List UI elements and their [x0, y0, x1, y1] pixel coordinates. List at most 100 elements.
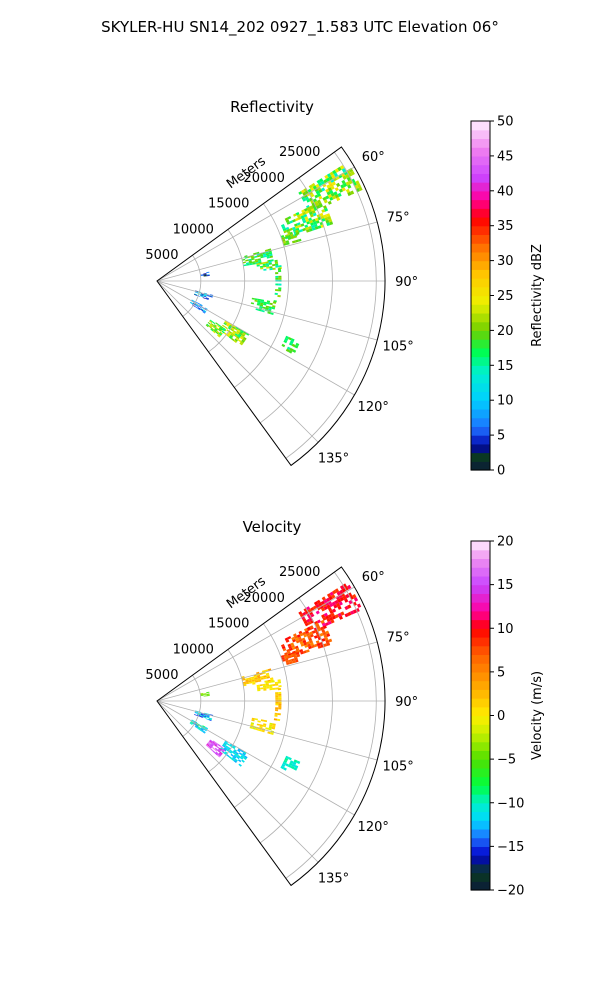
echo-cell — [295, 231, 300, 236]
range-ring — [182, 254, 202, 317]
echo-cell — [340, 592, 346, 597]
echo-cell — [303, 642, 308, 646]
echo-cell — [269, 688, 273, 691]
echo-cell — [339, 596, 345, 602]
echo-cell — [243, 331, 247, 335]
colorbar-tick-label: 25 — [497, 289, 514, 304]
echo-cell — [307, 621, 312, 625]
echo-cell — [269, 255, 273, 258]
echo-cell — [269, 302, 273, 306]
echo-cell — [275, 263, 279, 266]
echo-cell — [240, 755, 245, 759]
echo-cell — [339, 589, 344, 594]
echo-cell — [290, 233, 294, 237]
echo-cell — [243, 684, 247, 687]
echo-cell — [297, 636, 302, 640]
echo-cell — [202, 731, 206, 734]
echo-cell — [217, 334, 221, 338]
echo-cell — [347, 592, 353, 597]
echo-cell — [226, 743, 230, 746]
echo-cell — [214, 327, 218, 331]
azimuth-gridline — [156, 280, 355, 396]
echo-cell — [347, 611, 352, 617]
echo-cell — [320, 626, 325, 631]
colorbar-segment — [471, 541, 490, 551]
echo-cell — [194, 293, 198, 296]
echo-cell — [272, 725, 276, 728]
echo-cell — [339, 165, 345, 170]
echo-cell — [200, 294, 204, 297]
echo-cell — [300, 651, 304, 655]
echo-cell — [308, 637, 312, 642]
echo-cell — [208, 745, 212, 749]
echo-cell — [206, 695, 210, 697]
echo-cell — [282, 659, 286, 662]
colorbar-segment — [471, 417, 490, 427]
echo-cell — [284, 757, 289, 762]
echo-cell — [309, 219, 313, 224]
range-ring — [208, 229, 246, 353]
colorbar-segment — [471, 234, 490, 244]
echo-cell — [238, 763, 242, 767]
echo-cell — [306, 206, 311, 211]
range-ring — [182, 674, 202, 737]
echo-cell — [327, 200, 332, 205]
colorbar-label: Velocity (m/s) — [530, 671, 545, 760]
echo-cell — [248, 261, 253, 264]
echo-cell — [275, 709, 279, 712]
echo-cell — [306, 229, 310, 233]
echo-cell — [286, 228, 290, 233]
colorbar-segment — [471, 549, 490, 560]
echo-cell — [287, 237, 292, 241]
echo-cell — [342, 595, 347, 600]
echo-cell — [199, 724, 203, 727]
echo-cell — [285, 348, 290, 353]
echo-cell — [254, 258, 258, 262]
echo-cell — [237, 748, 242, 751]
colorbar-segment — [471, 732, 490, 743]
echo-cell — [278, 287, 282, 290]
panel-title: Reflectivity — [230, 98, 314, 116]
echo-cell — [265, 307, 269, 310]
echo-cell — [278, 289, 282, 292]
echo-cell — [255, 728, 259, 731]
echo-cell — [260, 675, 264, 679]
echo-cell — [230, 753, 234, 757]
echo-cell — [197, 727, 201, 731]
echo-cell — [285, 763, 289, 767]
echo-cell — [260, 719, 265, 722]
echo-cell — [317, 619, 321, 624]
echo-cell — [214, 743, 218, 746]
echo-cell — [252, 682, 256, 685]
echo-cell — [319, 178, 324, 183]
echo-cell — [274, 712, 278, 715]
echo-cell — [294, 345, 299, 349]
echo-cell — [284, 658, 289, 661]
colorbar-segment — [471, 374, 490, 384]
echo-cell — [289, 647, 293, 651]
echo-cell — [258, 309, 262, 312]
echo-cell — [310, 642, 314, 646]
echo-cell — [228, 336, 233, 340]
echo-cell — [201, 727, 205, 730]
colorbar-segment — [471, 872, 490, 882]
echo-cell — [239, 756, 244, 760]
echo-cell — [268, 728, 272, 731]
colorbar-segment — [471, 173, 490, 183]
echo-cell — [315, 622, 319, 627]
colorbar-segment — [471, 855, 490, 865]
echo-cells — [189, 583, 362, 771]
colorbar-segment — [471, 138, 490, 148]
colorbar-tick-label: 35 — [497, 219, 514, 234]
echo-cell — [242, 752, 246, 756]
echo-cell — [242, 682, 247, 685]
echo-cell — [213, 329, 217, 333]
echo-cell — [229, 335, 233, 338]
echo-cell — [190, 721, 194, 724]
echo-cell — [198, 726, 202, 729]
echo-cell — [195, 725, 198, 728]
colorbar-segment — [471, 820, 490, 830]
echo-cell — [213, 325, 217, 328]
echo-cell — [289, 661, 293, 665]
echo-cell — [344, 613, 349, 618]
